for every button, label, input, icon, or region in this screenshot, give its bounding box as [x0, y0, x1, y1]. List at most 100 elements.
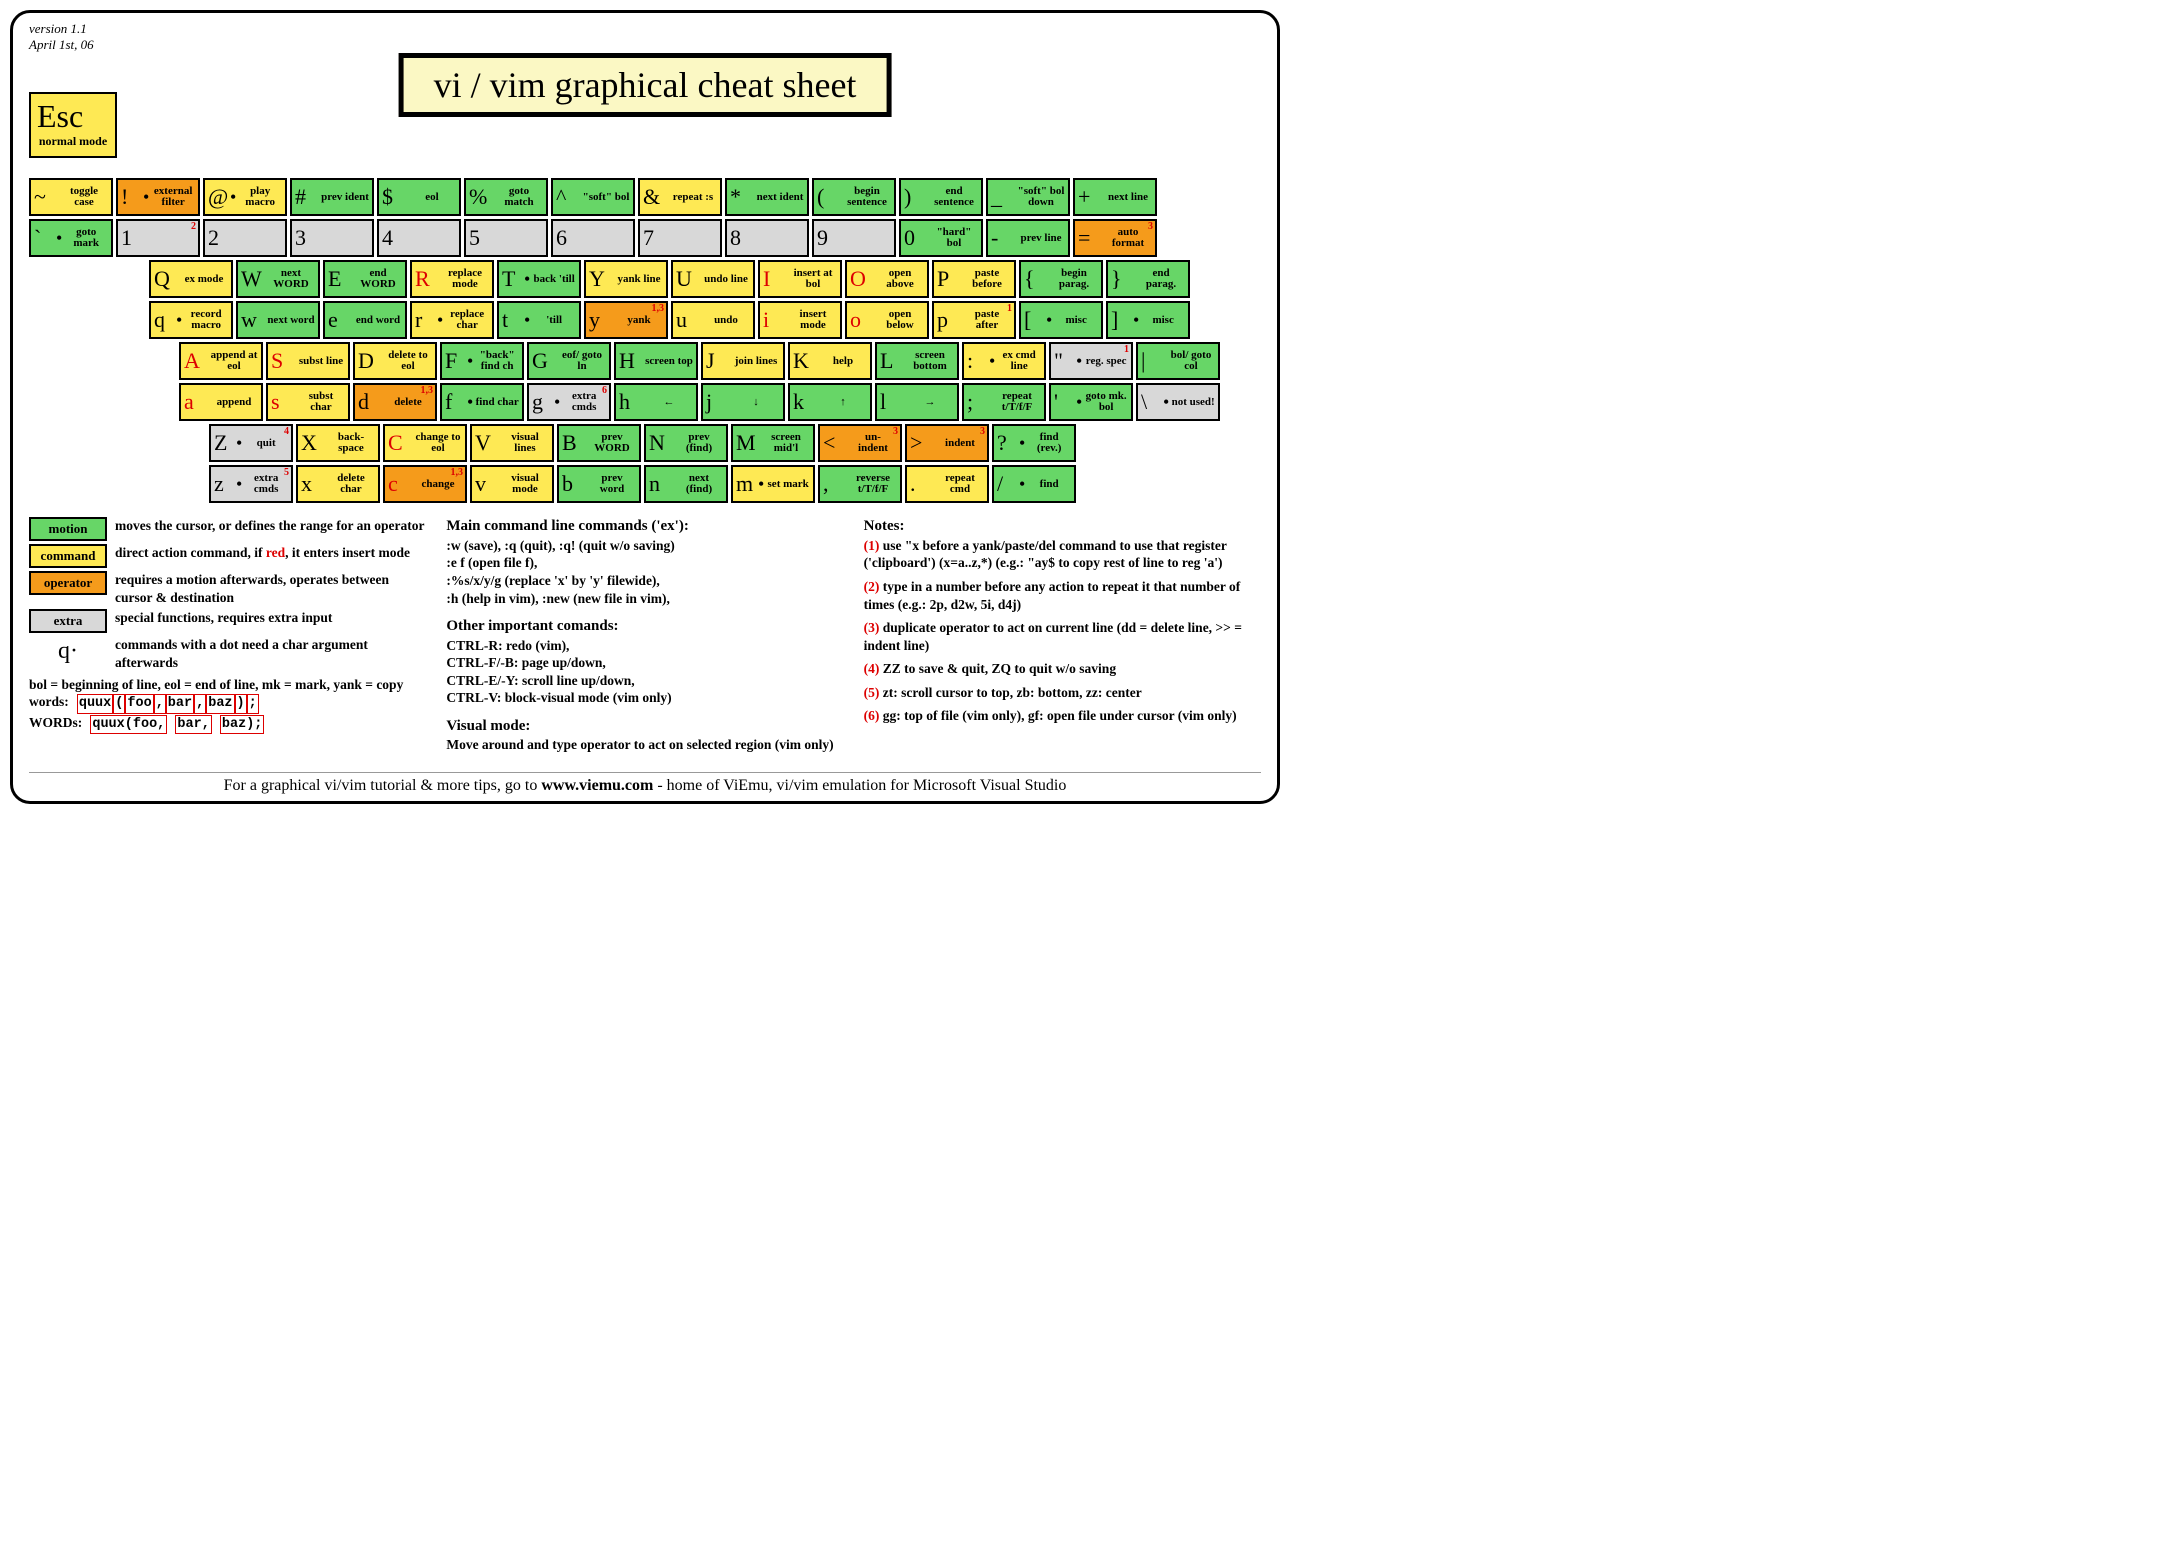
key-char: 4 — [382, 227, 408, 249]
key-char: 6 — [556, 227, 582, 249]
key-column: Yyank lineyyank1,3 — [584, 260, 668, 339]
key-char: - — [991, 227, 1017, 249]
key-column: #prev ident3 — [290, 178, 374, 257]
key-column: Eend WORDeend word — [323, 260, 407, 339]
key-label: repeat t/T/f/F — [993, 391, 1041, 414]
key-label: help — [819, 356, 867, 368]
note-item: (5) zt: scroll cursor to top, zb: bottom… — [864, 684, 1261, 702]
key-label: end sentence — [930, 186, 978, 209]
key-char: p — [937, 309, 963, 331]
key-<: <un- indent3 — [818, 424, 902, 462]
key-column: Xback- spacexdelete char — [296, 424, 380, 503]
key-label: screen top — [645, 356, 693, 368]
key-label: bol/ goto col — [1167, 350, 1215, 373]
block-line: CTRL-V: block-visual mode (vim only) — [446, 689, 843, 707]
key-label: auto format — [1104, 227, 1152, 250]
key-char: k — [793, 391, 819, 413]
key-char: I — [763, 268, 789, 290]
key-{: {begin parag. — [1019, 260, 1103, 298]
key-label: screen mid'l — [762, 432, 810, 455]
key-column: $eol 4 — [377, 178, 461, 257]
block-title: Other important comands: — [446, 618, 618, 634]
key-o: oopen below — [845, 301, 929, 339]
key-?: ?•find (rev.) — [992, 424, 1076, 462]
key--: -prev line — [986, 219, 1070, 257]
legend-row: motionmoves the cursor, or defines the r… — [29, 517, 426, 541]
legend-text: moves the cursor, or defines the range f… — [115, 517, 426, 535]
key-label: change — [414, 479, 462, 491]
key-label: next word — [267, 315, 315, 327]
key-column: _"soft" bol down-prev line — [986, 178, 1070, 257]
key-+: +next line — [1073, 178, 1157, 216]
key-4: 4 — [377, 219, 461, 257]
key-char: w — [241, 309, 267, 331]
key-column: Ddelete to eolddelete1,3 — [353, 342, 437, 421]
footer: For a graphical vi/vim tutorial & more t… — [29, 772, 1261, 795]
key-W: Wnext WORD — [236, 260, 320, 298]
block-line: :e f (open file f), — [446, 554, 843, 572]
note-item: (4) ZZ to save & quit, ZQ to quit w/o sa… — [864, 660, 1261, 678]
key-char: V — [475, 432, 501, 454]
key-char: i — [763, 309, 789, 331]
key-char: . — [910, 473, 936, 495]
key-char: H — [619, 350, 645, 372]
key-u: uundo — [671, 301, 755, 339]
key-label: visual mode — [501, 473, 549, 496]
key-note: 1,3 — [652, 303, 665, 314]
key-column: (begin sentence 9 — [812, 178, 896, 257]
key-label: next line — [1104, 192, 1152, 204]
key-column: Ppaste beforeppaste after1 — [932, 260, 1016, 339]
key-V: Vvisual lines — [470, 424, 554, 462]
key-column: !•external filter12 — [116, 178, 200, 257]
key-char: X — [301, 432, 327, 454]
key-char: Y — [589, 268, 615, 290]
key-column: Ssubst linessubst char — [266, 342, 350, 421]
key-Y: Yyank line — [584, 260, 668, 298]
key-char: & — [643, 186, 669, 208]
key-label: begin parag. — [1050, 268, 1098, 291]
key-column: Khelpk↑ — [788, 342, 872, 421]
version-date: April 1st, 06 — [29, 37, 1261, 53]
key-column: Mscreen mid'lm•set mark — [731, 424, 815, 503]
words-demo: WORDs: quux(foo, bar, baz); — [29, 714, 426, 735]
key-G: Geof/ goto ln — [527, 342, 611, 380]
key-Q: Qex mode — [149, 260, 233, 298]
key-label: end parag. — [1137, 268, 1185, 291]
key-column: >indent3.repeat cmd — [905, 424, 989, 503]
keyboard: ~toggle case`•goto mark!•external filter… — [29, 178, 1261, 503]
key-label: change to eol — [414, 432, 462, 455]
key-j: j↓ — [701, 383, 785, 421]
key-label: goto mk. bol — [1084, 391, 1128, 414]
key-char: c — [388, 473, 414, 495]
block-line: :%s/x/y/g (replace 'x' by 'y' filewide), — [446, 572, 843, 590]
key-column: Qex modeq•record macro — [149, 260, 233, 339]
key-label: subst char — [297, 391, 345, 414]
key-A: Aappend at eol — [179, 342, 263, 380]
key-note: 1,3 — [451, 467, 464, 478]
key-column: Wnext WORD wnext word — [236, 260, 320, 339]
key-,: ,reverse t/T/f/F — [818, 465, 902, 503]
key-label: ex cmd line — [997, 350, 1041, 373]
key-label: prev WORD — [588, 432, 636, 455]
key-6: 6 — [551, 219, 635, 257]
key-label: undo line — [702, 274, 750, 286]
key-char: ) — [904, 186, 930, 208]
key-label: not used! — [1171, 397, 1215, 409]
key-label: delete — [384, 397, 432, 409]
key-char: 9 — [817, 227, 843, 249]
key-char: | — [1141, 350, 1167, 372]
key-O: Oopen above — [845, 260, 929, 298]
key-column: Hscreen toph← — [614, 342, 698, 421]
key-char: b — [562, 473, 588, 495]
key-label: screen bottom — [906, 350, 954, 373]
block-title: Visual mode: — [446, 718, 530, 734]
key-label: ex mode — [180, 274, 228, 286]
key-$: $eol — [377, 178, 461, 216]
key-s: ssubst char — [266, 383, 350, 421]
key-char: B — [562, 432, 588, 454]
key-char: E — [328, 268, 354, 290]
block-line: CTRL-F/-B: page up/down, — [446, 654, 843, 672]
key-column: Rreplace moder•replace char — [410, 260, 494, 339]
footer-url: www.viemu.com — [541, 777, 653, 794]
key-(: (begin sentence — [812, 178, 896, 216]
